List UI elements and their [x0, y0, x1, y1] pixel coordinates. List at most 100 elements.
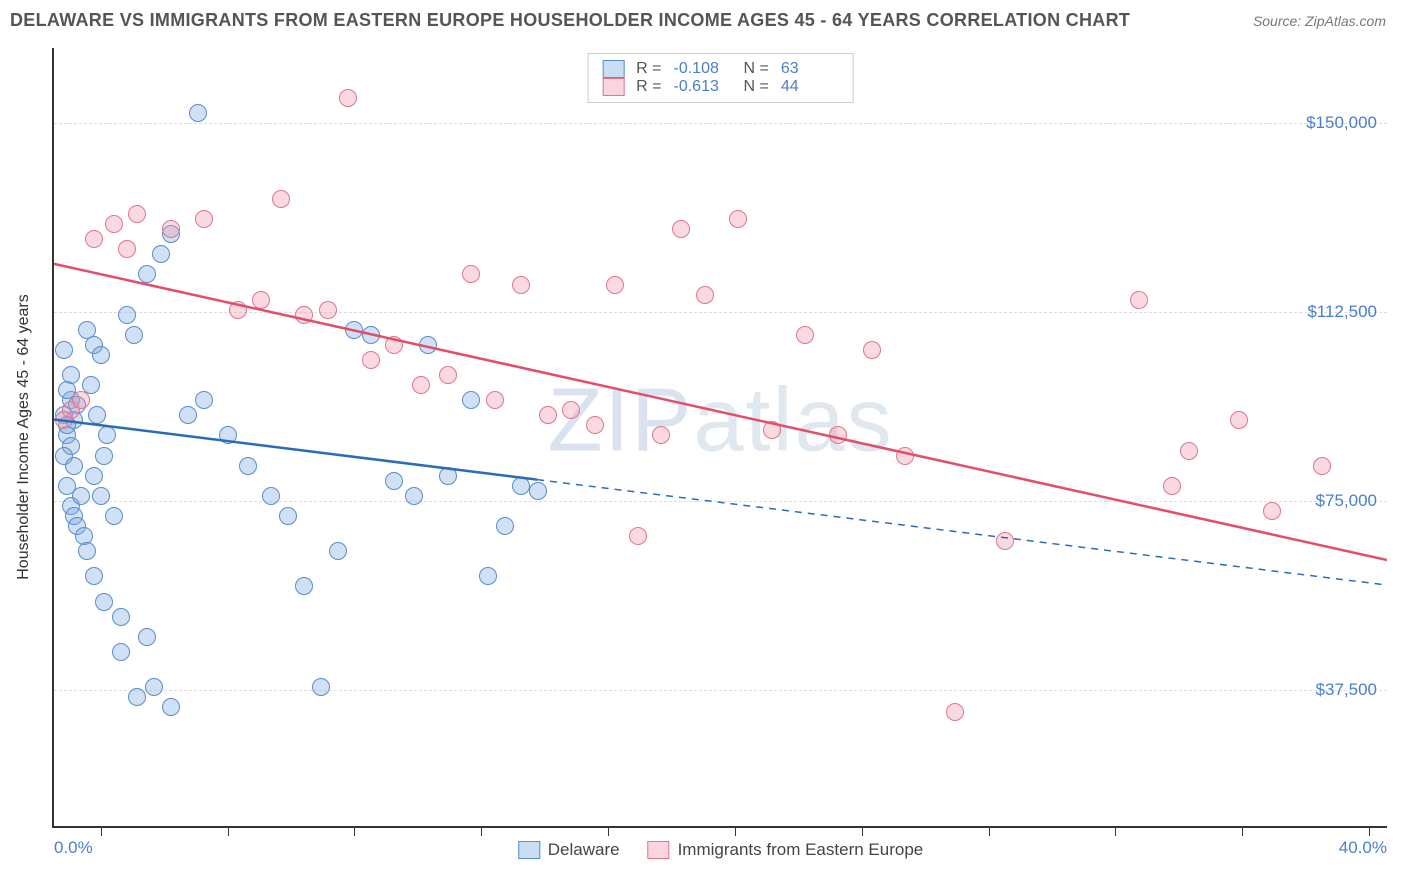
x-tick: [1242, 826, 1243, 836]
data-point: [829, 426, 847, 444]
data-point: [896, 447, 914, 465]
correlation-legend: R =-0.108 N =63 R =-0.613 N =44: [587, 53, 854, 103]
data-point: [85, 467, 103, 485]
x-axis-max-label: 40.0%: [1339, 838, 1387, 858]
regression-line-series-1: [54, 419, 537, 479]
data-point: [85, 567, 103, 585]
data-point: [439, 467, 457, 485]
data-point: [65, 457, 83, 475]
data-point: [88, 406, 106, 424]
x-axis-min-label: 0.0%: [54, 838, 93, 858]
data-point: [385, 472, 403, 490]
data-point: [78, 542, 96, 560]
regression-line-series-2: [54, 264, 1387, 560]
data-point: [55, 341, 73, 359]
data-point: [462, 391, 480, 409]
data-point: [239, 457, 257, 475]
data-point: [95, 447, 113, 465]
x-tick: [1115, 826, 1116, 836]
x-tick: [354, 826, 355, 836]
data-point: [1163, 477, 1181, 495]
data-point: [125, 326, 143, 344]
data-point: [419, 336, 437, 354]
data-point: [796, 326, 814, 344]
data-point: [405, 487, 423, 505]
chart-plot-area: Householder Income Ages 45 - 64 years $3…: [52, 48, 1387, 828]
data-point: [996, 532, 1014, 550]
data-point: [162, 220, 180, 238]
data-point: [312, 678, 330, 696]
data-point: [1313, 457, 1331, 475]
data-point: [252, 291, 270, 309]
data-point: [128, 688, 146, 706]
data-point: [72, 391, 90, 409]
data-point: [362, 351, 380, 369]
data-point: [118, 306, 136, 324]
data-point: [105, 215, 123, 233]
data-point: [345, 321, 363, 339]
series-legend: Delaware Immigrants from Eastern Europe: [518, 840, 923, 860]
data-point: [92, 487, 110, 505]
data-point: [863, 341, 881, 359]
data-point: [262, 487, 280, 505]
x-tick: [228, 826, 229, 836]
data-point: [72, 487, 90, 505]
data-point: [496, 517, 514, 535]
data-point: [696, 286, 714, 304]
data-point: [118, 240, 136, 258]
data-point: [295, 577, 313, 595]
data-point: [329, 542, 347, 560]
data-point: [112, 643, 130, 661]
data-point: [295, 306, 313, 324]
data-point: [105, 507, 123, 525]
x-tick: [735, 826, 736, 836]
data-point: [95, 593, 113, 611]
data-point: [562, 401, 580, 419]
data-point: [229, 301, 247, 319]
y-tick-label: $75,000: [1316, 491, 1377, 511]
data-point: [128, 205, 146, 223]
data-point: [319, 301, 337, 319]
gridline: [54, 501, 1387, 502]
data-point: [672, 220, 690, 238]
data-point: [629, 527, 647, 545]
data-point: [98, 426, 116, 444]
swatch-series-2: [648, 841, 670, 859]
data-point: [195, 210, 213, 228]
data-point: [85, 230, 103, 248]
x-tick: [608, 826, 609, 836]
source-attribution: Source: ZipAtlas.com: [1253, 13, 1386, 29]
data-point: [529, 482, 547, 500]
data-point: [539, 406, 557, 424]
data-point: [162, 698, 180, 716]
y-tick-label: $150,000: [1306, 113, 1377, 133]
data-point: [1230, 411, 1248, 429]
x-tick: [101, 826, 102, 836]
data-point: [279, 507, 297, 525]
y-tick-label: $112,500: [1307, 302, 1377, 322]
data-point: [479, 567, 497, 585]
data-point: [219, 426, 237, 444]
data-point: [145, 678, 163, 696]
data-point: [138, 628, 156, 646]
regression-line-series-1-ext: [537, 480, 1387, 585]
data-point: [339, 89, 357, 107]
gridline: [54, 690, 1387, 691]
data-point: [439, 366, 457, 384]
data-point: [152, 245, 170, 263]
data-point: [92, 346, 110, 364]
data-point: [138, 265, 156, 283]
legend-item-2: Immigrants from Eastern Europe: [648, 840, 924, 860]
data-point: [272, 190, 290, 208]
x-tick: [989, 826, 990, 836]
y-tick-label: $37,500: [1316, 680, 1377, 700]
data-point: [512, 477, 530, 495]
data-point: [1130, 291, 1148, 309]
x-tick: [862, 826, 863, 836]
data-point: [112, 608, 130, 626]
data-point: [179, 406, 197, 424]
y-axis-title: Householder Income Ages 45 - 64 years: [15, 294, 33, 580]
data-point: [1180, 442, 1198, 460]
data-point: [606, 276, 624, 294]
x-tick: [1369, 826, 1370, 836]
